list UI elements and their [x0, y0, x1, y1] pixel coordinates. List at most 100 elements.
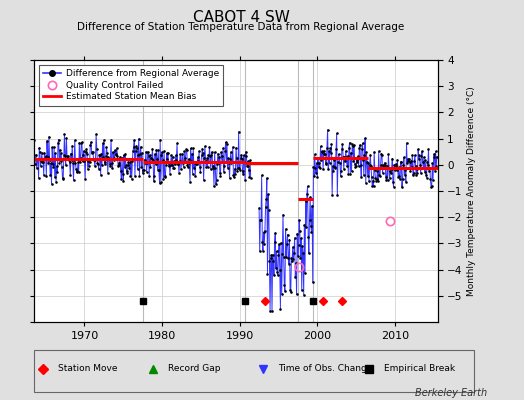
Point [372, 178, 380, 184]
Point [138, 170, 147, 176]
Point [362, 180, 370, 186]
Point [150, 173, 159, 179]
Point [282, 240, 291, 247]
Point [355, 145, 364, 152]
Point [263, 175, 271, 181]
Point [392, 160, 400, 167]
Point [174, 161, 182, 167]
Point [66, 172, 74, 178]
Point [110, 154, 118, 161]
Point [340, 154, 348, 160]
Point [414, 156, 423, 162]
Point [374, 178, 382, 184]
Point [256, 216, 265, 223]
Point [165, 160, 173, 167]
Point [218, 159, 226, 165]
Point [259, 229, 268, 236]
Point [54, 136, 63, 143]
Point [141, 160, 149, 166]
Point [145, 172, 154, 179]
Point [320, 148, 328, 154]
Point [141, 148, 150, 155]
Point [32, 164, 41, 171]
Point [411, 163, 420, 170]
Point [226, 156, 234, 162]
Point [353, 157, 361, 163]
Point [118, 170, 127, 177]
Point [409, 170, 418, 176]
Point [380, 163, 388, 170]
Point [315, 160, 323, 166]
Point [104, 170, 112, 176]
Point [228, 144, 237, 150]
Point [60, 152, 68, 158]
Point [59, 176, 68, 182]
Point [163, 155, 171, 162]
Point [230, 172, 238, 178]
Point [272, 248, 281, 254]
Point [83, 166, 92, 172]
Point [187, 158, 195, 165]
Point [329, 163, 337, 169]
Point [433, 154, 441, 160]
Point [112, 152, 121, 158]
Point [211, 149, 219, 155]
Point [221, 148, 229, 154]
Point [144, 152, 152, 159]
Point [219, 145, 227, 152]
Point [425, 168, 433, 174]
Point [190, 160, 199, 166]
Point [392, 166, 401, 173]
Point [409, 172, 417, 178]
Point [420, 168, 429, 175]
Point [49, 160, 57, 167]
Point [415, 152, 423, 158]
Point [342, 148, 350, 154]
Point [178, 159, 186, 165]
Point [64, 153, 72, 160]
Point [157, 178, 165, 185]
Point [342, 154, 351, 160]
Point [196, 169, 204, 175]
Point [297, 235, 305, 241]
Point [107, 137, 115, 143]
Point [157, 152, 166, 158]
Point [372, 175, 380, 182]
Point [83, 151, 91, 158]
Point [244, 158, 253, 164]
Point [398, 176, 407, 182]
Point [391, 163, 400, 170]
Point [216, 172, 225, 179]
Point [217, 149, 225, 156]
Point [289, 244, 297, 250]
Point [105, 160, 114, 167]
Point [431, 168, 439, 174]
Point [58, 164, 66, 170]
Point [408, 164, 416, 170]
Point [396, 176, 404, 182]
Point [267, 252, 276, 258]
Point [283, 232, 292, 238]
Point [189, 145, 198, 151]
Point [34, 156, 42, 162]
Point [208, 149, 216, 155]
Point [46, 156, 54, 163]
Point [179, 160, 187, 166]
Point [410, 158, 419, 164]
Point [43, 154, 52, 160]
Point [423, 161, 432, 168]
Point [57, 150, 66, 156]
Point [316, 143, 325, 150]
Point [135, 135, 143, 142]
Point [76, 159, 84, 165]
Point [287, 289, 295, 296]
Point [100, 137, 108, 143]
Point [97, 150, 105, 157]
Point [237, 152, 245, 158]
Point [276, 306, 285, 312]
Point [270, 272, 278, 278]
Point [270, 238, 279, 245]
Point [129, 144, 138, 150]
Point [111, 147, 119, 154]
Point [155, 167, 163, 173]
